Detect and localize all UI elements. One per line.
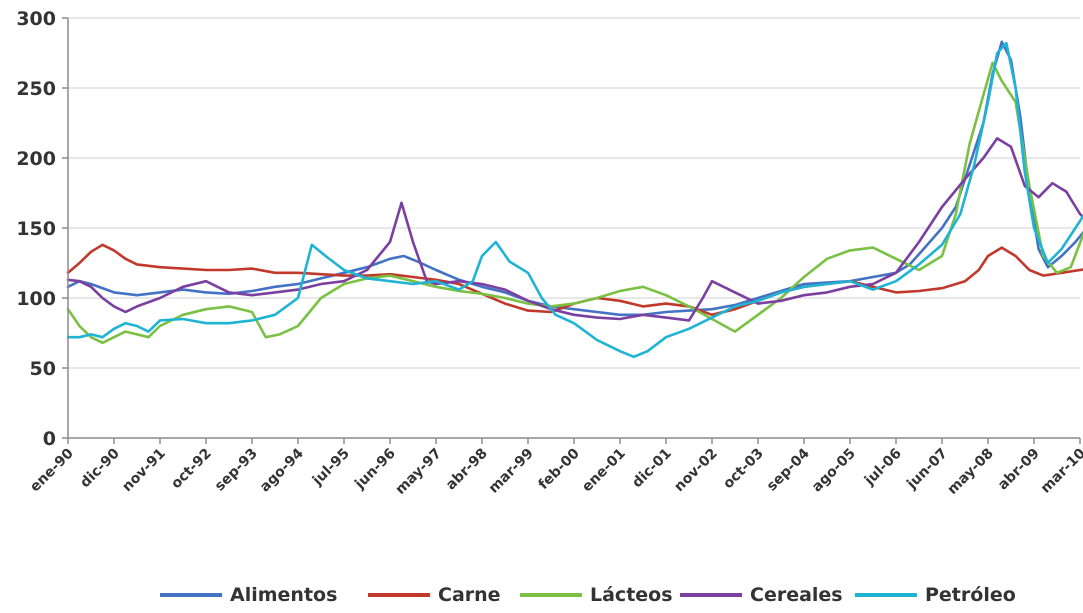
x-tick-label-ago-94: ago-94 (257, 445, 307, 495)
y-tick-label-150: 150 (16, 218, 56, 240)
x-tick-label-mar-10: mar-10 (1038, 445, 1083, 496)
y-tick-label-250: 250 (16, 78, 56, 100)
legend-label-cereales: Cereales (750, 584, 843, 606)
legend: Alimentos Carne Lácteos Cereales Petróleo (160, 584, 1016, 606)
series-line-cereales (66, 137, 1083, 322)
x-tick-label-may-08: may-08 (944, 446, 996, 498)
legend-label-carne: Carne (438, 584, 501, 606)
y-tick-label-50: 50 (30, 358, 56, 380)
x-tick-label-nov-91: nov-91 (119, 446, 169, 496)
x-tick-label-abr-09: abr-09 (995, 446, 1043, 494)
x-tick-label-oct-92: oct-92 (168, 446, 215, 493)
series-line-carne (66, 243, 1083, 317)
x-tick-label-dic-01: dic-01 (629, 446, 675, 492)
x-tick-label-sep-93: sep-93 (212, 446, 261, 495)
series-lines (66, 40, 1083, 359)
y-tick-label-100: 100 (16, 288, 56, 310)
legend-label-petróleo: Petróleo (925, 584, 1016, 606)
x-tick-label-jul-06: jul-06 (861, 446, 905, 490)
series-line-lácteos (66, 61, 1083, 345)
x-tick-label-abr-98: abr-98 (443, 446, 491, 494)
series-line-petróleo (66, 41, 1083, 359)
series-line-alimentos (66, 40, 1083, 317)
x-tick-label-may-97: may-97 (392, 446, 444, 498)
x-tick-label-oct-03: oct-03 (720, 446, 767, 493)
x-tick-label-ago-05: ago-05 (809, 446, 859, 496)
legend-label-lácteos: Lácteos (590, 584, 673, 606)
x-tick-label-dic-90: dic-90 (77, 445, 123, 491)
x-tick-label-mar-99: mar-99 (486, 446, 537, 497)
y-tick-label-200: 200 (16, 148, 56, 170)
x-tick-label-nov-02: nov-02 (671, 446, 721, 496)
x-tick-label-ene-01: ene-01 (579, 446, 629, 496)
grid-lines (68, 17, 1080, 369)
x-tick-label-jun-07: jun-07 (903, 446, 950, 493)
x-tick-label-feb-00: feb-00 (536, 445, 583, 492)
x-tick-label-ene-90: ene-90 (27, 445, 77, 495)
x-tick-label-sep-04: sep-04 (764, 445, 813, 494)
y-axis-ticks: 0 50 100 150 200 250 300 (16, 8, 68, 450)
y-tick-label-0: 0 (43, 428, 56, 450)
x-tick-label-jun-96: jun-96 (351, 446, 398, 493)
y-tick-label-300: 300 (16, 8, 56, 30)
legend-label-alimentos: Alimentos (230, 584, 337, 606)
x-tick-label-jul-95: jul-95 (309, 446, 353, 490)
